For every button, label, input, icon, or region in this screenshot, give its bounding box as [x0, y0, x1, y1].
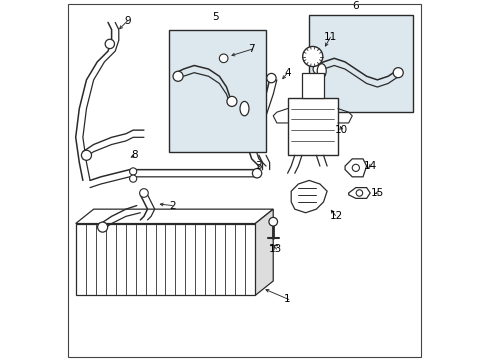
Circle shape	[129, 175, 137, 182]
Text: 1: 1	[284, 294, 290, 304]
Circle shape	[252, 168, 261, 178]
Circle shape	[266, 73, 276, 83]
Text: 3: 3	[255, 161, 262, 171]
Text: 6: 6	[352, 1, 358, 11]
Circle shape	[302, 46, 322, 67]
Bar	[169, 30, 265, 152]
Text: 7: 7	[248, 44, 254, 54]
Circle shape	[129, 168, 137, 175]
Bar	[287, 98, 337, 155]
Circle shape	[140, 189, 148, 197]
Text: 10: 10	[334, 125, 347, 135]
Text: 14: 14	[363, 161, 376, 171]
Circle shape	[312, 64, 323, 74]
Text: 15: 15	[370, 188, 383, 198]
Circle shape	[392, 68, 403, 78]
Bar	[308, 15, 412, 112]
Text: 12: 12	[329, 211, 342, 221]
Text: 8: 8	[131, 150, 138, 160]
Circle shape	[226, 96, 237, 107]
Text: 11: 11	[324, 32, 337, 42]
Bar	[302, 73, 323, 98]
Text: 13: 13	[268, 244, 281, 254]
Text: 4: 4	[284, 68, 290, 78]
Polygon shape	[348, 188, 369, 198]
Circle shape	[105, 39, 114, 49]
Polygon shape	[290, 180, 326, 213]
Circle shape	[173, 71, 183, 81]
Text: 2: 2	[169, 201, 176, 211]
Ellipse shape	[317, 64, 325, 78]
Circle shape	[219, 54, 227, 63]
Circle shape	[351, 164, 359, 171]
Polygon shape	[345, 159, 366, 177]
Circle shape	[98, 222, 107, 232]
Bar	[76, 224, 255, 295]
Circle shape	[268, 217, 277, 226]
Polygon shape	[255, 209, 273, 295]
Polygon shape	[76, 209, 273, 224]
Text: 9: 9	[124, 15, 131, 26]
Circle shape	[81, 150, 91, 160]
Ellipse shape	[240, 102, 248, 116]
Text: 5: 5	[212, 12, 219, 22]
Circle shape	[355, 190, 362, 196]
